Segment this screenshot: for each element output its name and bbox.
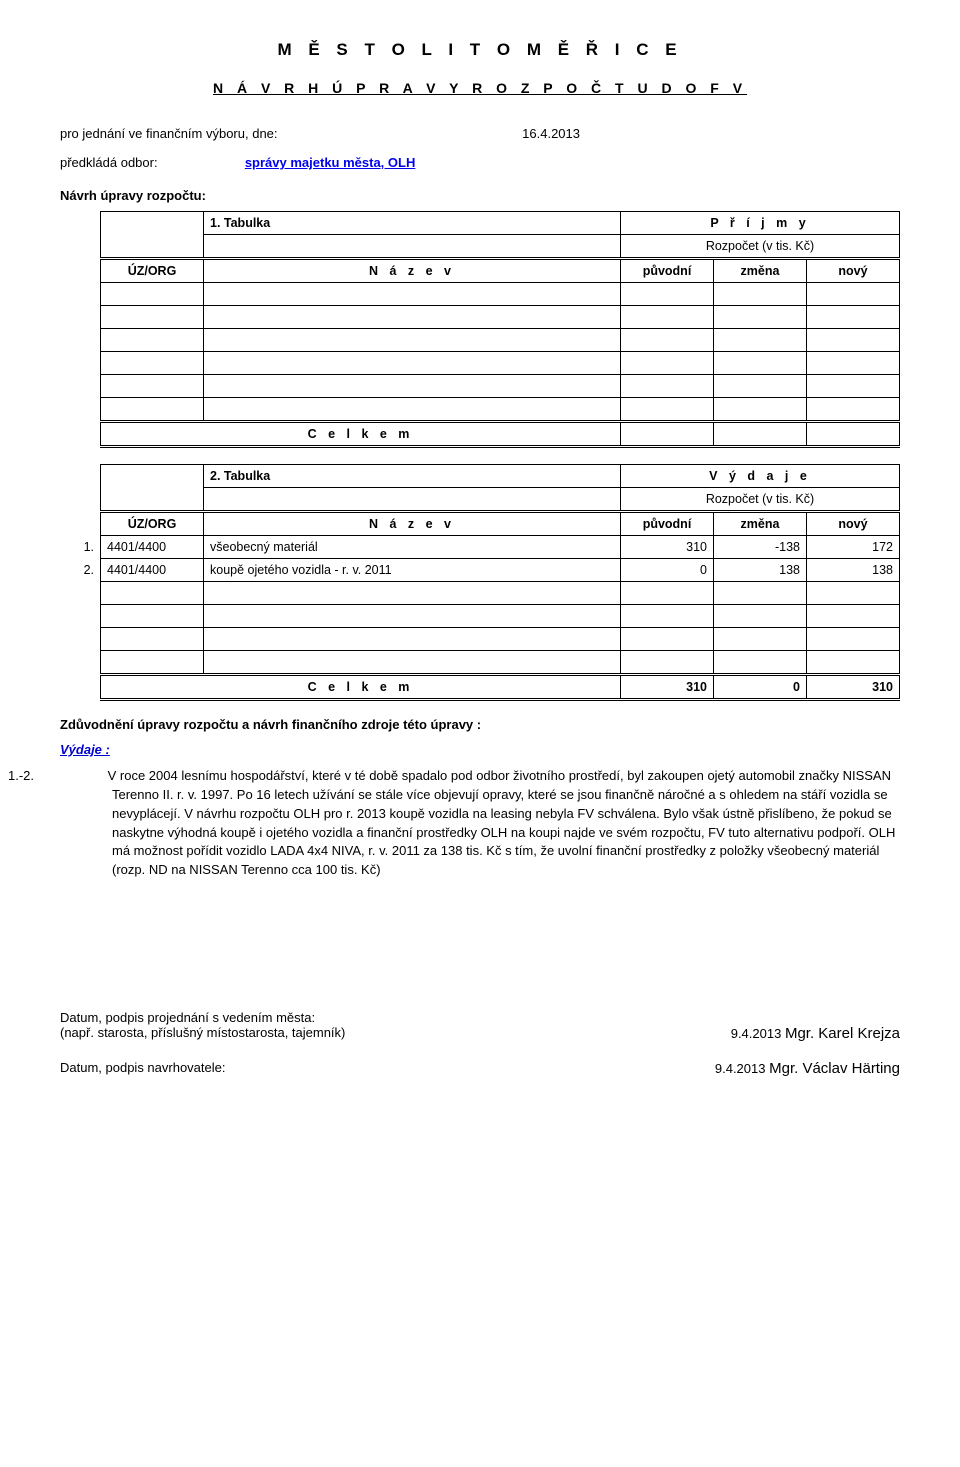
t1-section: P ř í j m y: [621, 212, 900, 235]
t2-col-change: změna: [714, 512, 807, 536]
proposal-heading: Návrh úpravy rozpočtu:: [60, 188, 900, 203]
t2-col-name: N á z e v: [204, 512, 621, 536]
t2-section: V ý d a j e: [621, 465, 900, 488]
submitter-dept: správy majetku města, OLH: [245, 155, 416, 170]
t1-caption: 1. Tabulka: [204, 212, 621, 235]
t1-unit: Rozpočet (v tis. Kč): [621, 235, 900, 259]
t2-total-change: 0: [714, 675, 807, 700]
sig-line1b: (např. starosta, příslušný místostarosta…: [60, 1025, 345, 1042]
table-row: 2. 4401/4400 koupě ojetého vozidla - r. …: [60, 559, 900, 582]
t2-col-org: ÚZ/ORG: [101, 512, 204, 536]
meeting-label: pro jednání ve finančním výboru, dne:: [60, 126, 278, 141]
t1-col-change: změna: [714, 259, 807, 283]
justification-num: 1.-2.: [60, 767, 104, 786]
submitter-label: předkládá odbor:: [60, 155, 158, 170]
t1-col-new: nový: [807, 259, 900, 283]
t2-unit: Rozpočet (v tis. Kč): [621, 488, 900, 512]
t1-col-org: ÚZ/ORG: [101, 259, 204, 283]
table-row: 1. 4401/4400 všeobecný materiál 310 -138…: [60, 536, 900, 559]
t2-caption: 2. Tabulka: [204, 465, 621, 488]
city-title: M Ě S T O L I T O M Ě Ř I C E: [60, 40, 900, 60]
justification-item: 1.-2. V roce 2004 lesnímu hospodářství, …: [60, 767, 900, 880]
t2-col-new: nový: [807, 512, 900, 536]
t2-total-orig: 310: [621, 675, 714, 700]
expense-table: 2. Tabulka V ý d a j e Rozpočet (v tis. …: [60, 464, 900, 701]
meeting-date: 16.4.2013: [522, 126, 580, 141]
sig2-name: Mgr. Václav Härting: [769, 1060, 900, 1077]
justification-sub: Výdaje :: [60, 742, 900, 757]
t1-col-name: N á z e v: [204, 259, 621, 283]
t2-total-new: 310: [807, 675, 900, 700]
sig-line1a: Datum, podpis projednání s vedením města…: [60, 1010, 900, 1025]
income-table: 1. Tabulka P ř í j m y Rozpočet (v tis. …: [60, 211, 900, 448]
t1-col-orig: původní: [621, 259, 714, 283]
justification-text: V roce 2004 lesnímu hospodářství, které …: [108, 768, 896, 877]
t2-total-label: C e l k e m: [101, 675, 621, 700]
justification-heading: Zdůvodnění úpravy rozpočtu a návrh finan…: [60, 717, 900, 732]
sig2-date: 9.4.2013: [715, 1061, 766, 1076]
sig1-name: Mgr. Karel Krejza: [785, 1025, 900, 1042]
doc-subtitle: N Á V R H Ú P R A V Y R O Z P O Č T U D …: [60, 80, 900, 96]
sig-line2: Datum, podpis navrhovatele:: [60, 1060, 225, 1077]
sig1-date: 9.4.2013: [731, 1026, 782, 1041]
t1-total-label: C e l k e m: [101, 422, 621, 447]
t2-col-orig: původní: [621, 512, 714, 536]
